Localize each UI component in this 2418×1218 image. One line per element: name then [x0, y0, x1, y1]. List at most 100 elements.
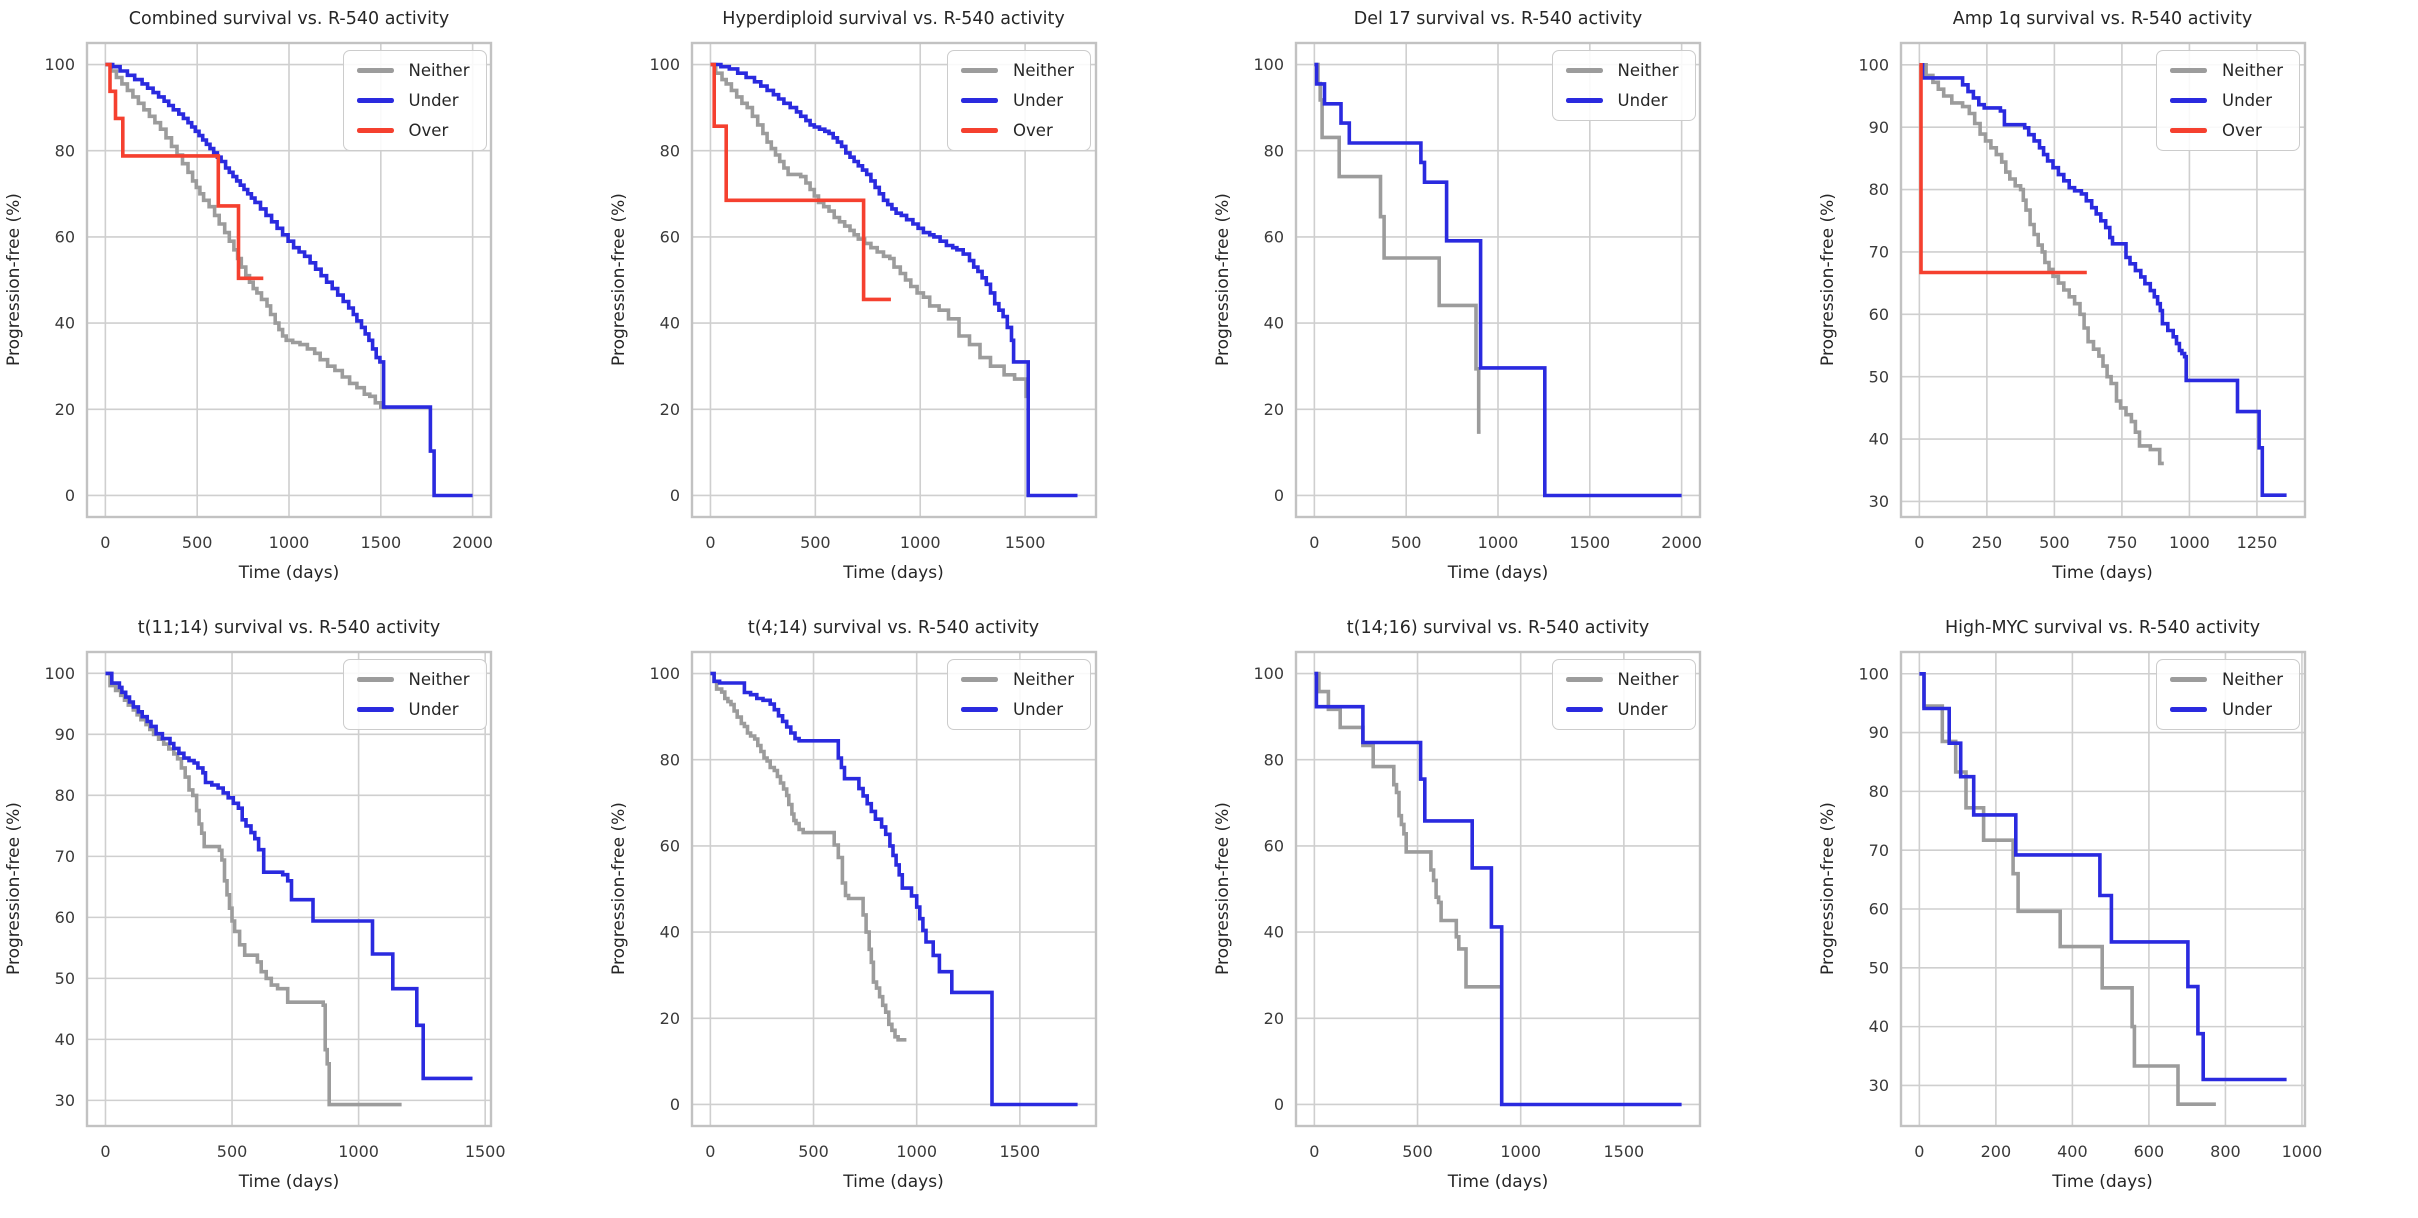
legend-item: Neither: [2170, 670, 2283, 689]
series-over-curve: [710, 62, 891, 302]
x-axis-label: Time (days): [1447, 1172, 1549, 1192]
legend-item: Neither: [356, 670, 470, 689]
plot-border: [1899, 650, 2306, 1128]
y-tick-label: 70: [55, 847, 75, 866]
legend-label: Neither: [2222, 61, 2283, 80]
plot-canvas: 0 200 400 600 800 1000 30 40 50 60 70 80 90 100: [1858, 650, 2322, 1161]
y-tick-label: 40: [659, 923, 679, 942]
y-tick-label: 40: [55, 314, 75, 333]
subplot-amp1q: Amp 1q survival vs. R-540 activity Progr…: [1814, 0, 2418, 609]
chart-title: t(4;14) survival vs. R-540 activity: [747, 618, 1040, 638]
legend-label: Neither: [1013, 61, 1074, 80]
y-tick-label: 0: [1274, 1095, 1284, 1114]
series-under-curve: [1314, 671, 1682, 1107]
y-tick-label: 50: [1868, 367, 1888, 386]
legend-label: Over: [2222, 121, 2262, 140]
legend-line-swatch: [356, 677, 394, 682]
y-tick-label: 80: [659, 141, 679, 160]
y-tick-label: 100: [649, 664, 680, 683]
y-tick-label: 50: [55, 969, 75, 988]
chart-title: High-MYC survival vs. R-540 activity: [1944, 618, 2261, 638]
legend-item: Over: [2170, 121, 2283, 140]
x-tick-label: 1500: [465, 1142, 506, 1161]
legend-label: Neither: [408, 61, 470, 80]
legend-label: Neither: [408, 670, 470, 689]
legend: Neither Under Over: [947, 50, 1091, 151]
y-tick-label: 100: [1858, 55, 1889, 74]
y-tick-label: 20: [659, 1009, 679, 1028]
series-under-curve: [709, 671, 1078, 1107]
x-tick-label: 0: [1914, 533, 1924, 552]
x-axis-label: Time (days): [2052, 1172, 2153, 1192]
subplot-t4-14: t(4;14) survival vs. R-540 activity Prog…: [605, 609, 1210, 1218]
x-tick-label: 2000: [452, 533, 493, 552]
legend-label: Over: [1013, 121, 1053, 140]
legend-item: Over: [961, 121, 1074, 140]
series-under-curve: [105, 671, 473, 1081]
x-tick-label: 500: [182, 533, 213, 552]
legend: Neither Under Over: [342, 50, 487, 151]
x-tick-label: 0: [705, 1142, 715, 1161]
legend-item: Under: [356, 91, 470, 110]
chart-title: Combined survival vs. R-540 activity: [128, 9, 450, 29]
x-tick-label: 500: [217, 1142, 248, 1161]
x-tick-label: 400: [2057, 1142, 2088, 1161]
legend-item: Neither: [1565, 670, 1679, 689]
y-tick-label: 90: [55, 725, 75, 744]
x-tick-label: 0: [100, 533, 110, 552]
x-tick-label: 500: [798, 1142, 829, 1161]
legend-line-swatch: [2170, 128, 2208, 133]
x-tick-label: 0: [1914, 1142, 1924, 1161]
y-tick-label: 40: [1868, 430, 1888, 449]
chart-title: Del 17 survival vs. R-540 activity: [1353, 9, 1643, 29]
x-tick-label: 0: [100, 1142, 110, 1161]
legend-label: Over: [408, 121, 449, 140]
plot-canvas: 0 500 1000 1500 2000 0 20 40 60 80 100: [44, 41, 493, 552]
plot-border: [85, 41, 493, 519]
legend-item: Under: [1565, 91, 1679, 110]
legend-item: Over: [356, 121, 470, 140]
legend-line-swatch: [2170, 677, 2208, 682]
legend-item: Under: [2170, 91, 2283, 110]
series-neither-curve: [1918, 672, 2216, 1106]
x-tick-label: 1000: [1500, 1142, 1541, 1161]
legend-label: Neither: [1617, 61, 1679, 80]
x-tick-label: 500: [800, 533, 831, 552]
y-tick-label: 30: [55, 1091, 75, 1110]
plot-border: [690, 41, 1097, 519]
subplot-combined: Combined survival vs. R-540 activity Pro…: [0, 0, 605, 609]
legend-item: Under: [961, 700, 1074, 719]
x-tick-label: 500: [2039, 533, 2070, 552]
legend-label: Under: [1617, 91, 1668, 110]
x-tick-label: 800: [2210, 1142, 2241, 1161]
series-neither-curve: [709, 671, 906, 1042]
y-tick-label: 60: [659, 228, 679, 247]
plot-border: [1294, 650, 1702, 1128]
legend-line-swatch: [1565, 68, 1603, 73]
y-tick-label: 60: [659, 837, 679, 856]
y-tick-label: 80: [55, 141, 75, 160]
y-tick-label: 80: [1264, 750, 1284, 769]
legend-label: Under: [1013, 700, 1063, 719]
x-axis-label: Time (days): [238, 563, 340, 583]
subplot-del17: Del 17 survival vs. R-540 activity Progr…: [1209, 0, 1814, 609]
subplot-high-myc: High-MYC survival vs. R-540 activity Pro…: [1814, 609, 2418, 1218]
x-tick-label: 1000: [896, 1142, 937, 1161]
y-tick-label: 20: [1264, 1009, 1284, 1028]
x-axis-label: Time (days): [1447, 563, 1549, 583]
legend-line-swatch: [961, 707, 999, 712]
y-tick-label: 100: [1253, 55, 1284, 74]
legend-item: Neither: [2170, 61, 2283, 80]
series-neither-curve: [105, 62, 387, 410]
legend: Neither Under: [1551, 659, 1696, 730]
x-tick-label: 750: [2106, 533, 2137, 552]
plot-canvas: 0 500 1000 1500 0 20 40 60 80 100: [649, 41, 1097, 552]
legend-label: Under: [1013, 91, 1063, 110]
x-tick-label: 1000: [1478, 533, 1519, 552]
legend-line-swatch: [1565, 98, 1603, 103]
legend-line-swatch: [2170, 707, 2208, 712]
x-tick-label: 500: [1391, 533, 1422, 552]
legend-line-swatch: [356, 68, 394, 73]
plot-border: [85, 650, 493, 1128]
